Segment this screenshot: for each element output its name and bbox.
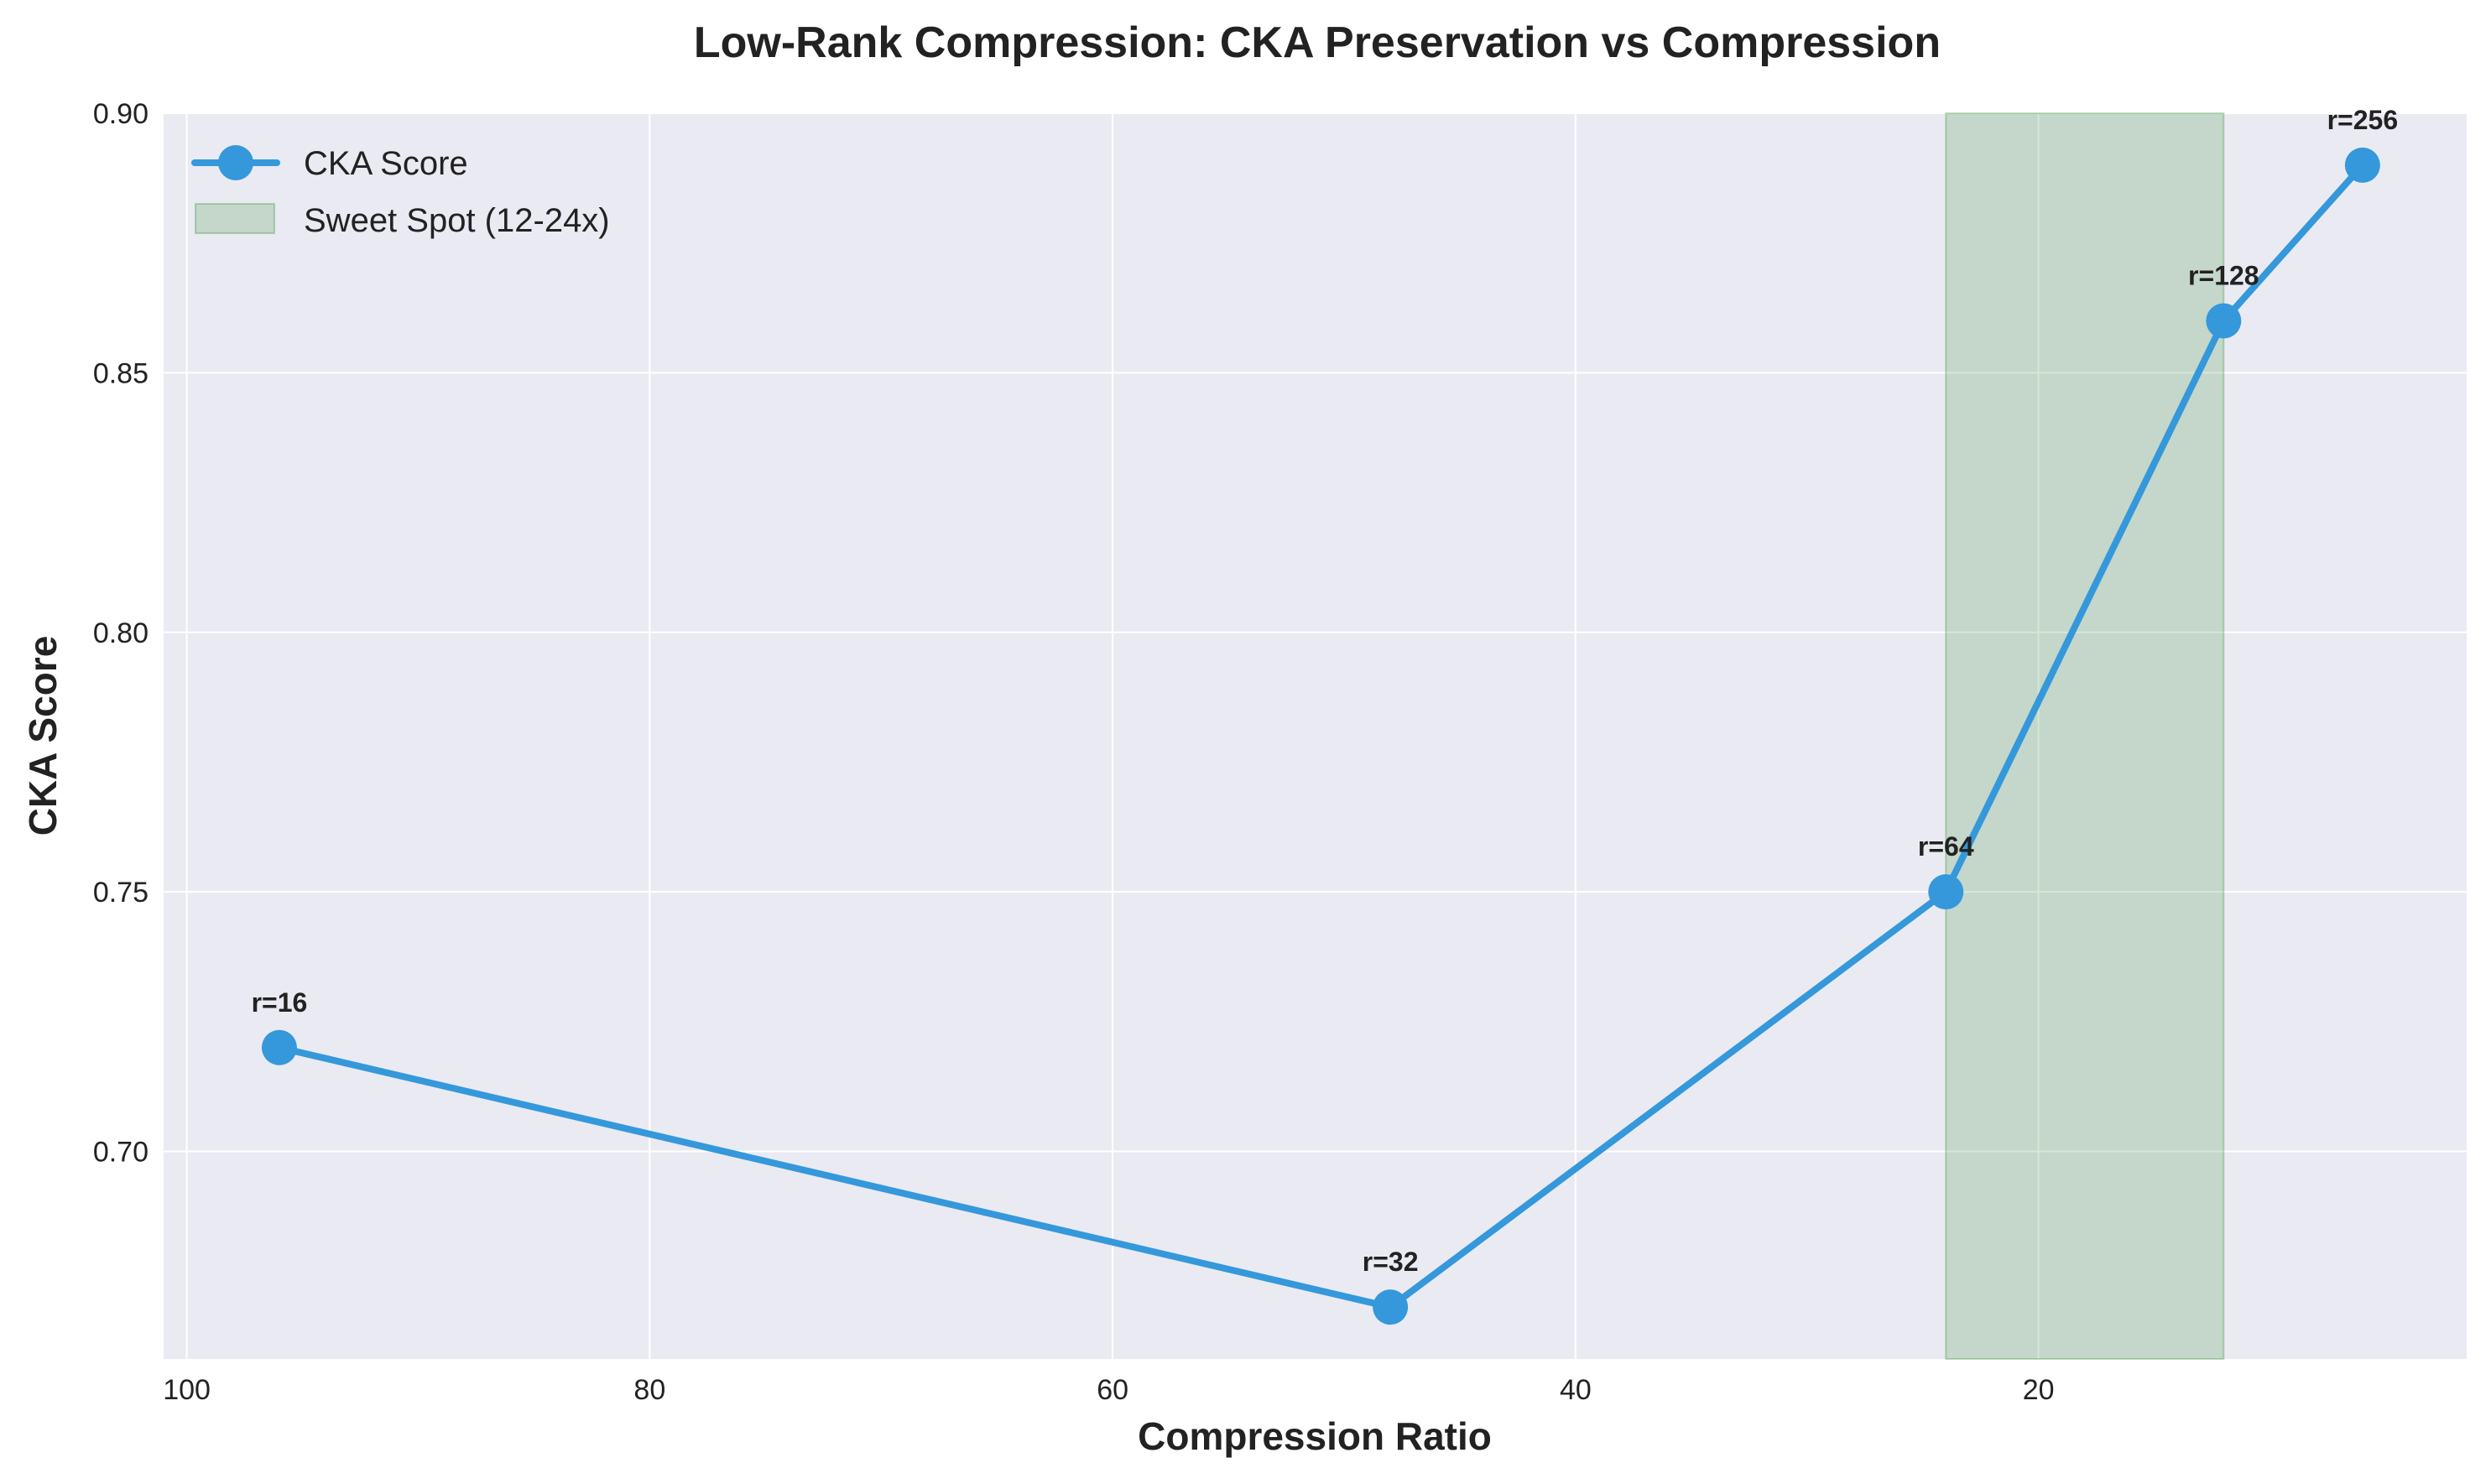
x-axis-ticks: 100 80 60 40 20 xyxy=(163,1374,2054,1406)
y-tick-label-0.85: 0.85 xyxy=(93,357,149,389)
grid-lines xyxy=(164,112,2467,1359)
x-tick-label-40: 40 xyxy=(1560,1374,1592,1406)
point-label-r-32: r=32 xyxy=(1363,1247,1419,1277)
y-tick-label-0.70: 0.70 xyxy=(93,1137,149,1169)
data-point-r-64 xyxy=(1928,874,1964,910)
series-layer: r=16 r=32 r=64 r=128 r=256 xyxy=(252,105,2399,1325)
sweet-spot-region-group xyxy=(1945,112,2225,1360)
legend: CKA Score Sweet Spot (12-24x) xyxy=(191,145,610,239)
point-label-r-128: r=128 xyxy=(2188,261,2259,291)
x-tick-label-60: 60 xyxy=(1097,1374,1128,1406)
x-tick-label-100: 100 xyxy=(163,1374,211,1406)
y-axis-label: CKA Score xyxy=(21,636,65,836)
chart-title: Low-Rank Compression: CKA Preservation v… xyxy=(694,18,1941,67)
point-label-r-16: r=16 xyxy=(252,987,308,1018)
y-tick-label-0.75: 0.75 xyxy=(93,877,149,909)
point-label-r-64: r=64 xyxy=(1918,831,1974,862)
legend-circle-marker xyxy=(218,145,253,180)
legend-region-label: Sweet Spot (12-24x) xyxy=(304,202,610,239)
legend-region-patch xyxy=(195,203,275,234)
legend-series-label: CKA Score xyxy=(304,145,468,182)
sweet-spot-region xyxy=(1945,112,2225,1360)
data-point-r-16 xyxy=(261,1029,297,1065)
x-tick-label-20: 20 xyxy=(2023,1374,2055,1406)
y-tick-label-0.90: 0.90 xyxy=(93,98,149,130)
x-axis-label: Compression Ratio xyxy=(1138,1414,1492,1458)
x-tick-label-80: 80 xyxy=(633,1374,665,1406)
point-label-r-256: r=256 xyxy=(2327,105,2399,135)
data-point-r-256 xyxy=(2344,147,2380,183)
data-point-r-32 xyxy=(1373,1289,1409,1325)
y-axis-ticks: 0.70 0.75 0.80 0.85 0.90 xyxy=(93,98,149,1169)
y-tick-label-0.80: 0.80 xyxy=(93,617,149,649)
data-point-r-128 xyxy=(2206,303,2242,339)
